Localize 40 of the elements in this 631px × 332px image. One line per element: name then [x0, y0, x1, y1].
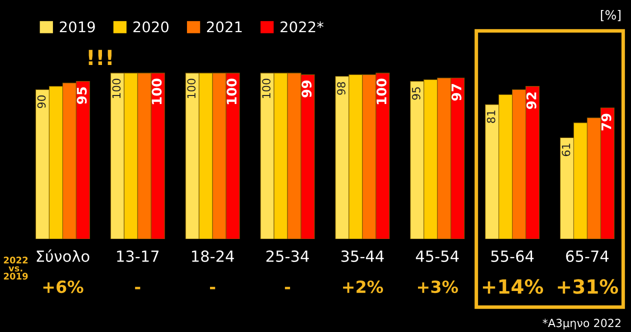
legend-label: 2021 — [206, 21, 242, 32]
x-tick-label: 35-44 — [341, 250, 384, 262]
data-label: 100 — [152, 78, 162, 104]
data-label: 100 — [226, 78, 237, 104]
data-label: 61 — [562, 144, 570, 156]
x-tick-label: 55-64 — [491, 250, 534, 262]
legend-label: 2019 — [60, 21, 95, 32]
x-tick-label: 65-74 — [566, 250, 609, 262]
x-tick-label: 18-24 — [192, 250, 234, 262]
data-label: 100 — [262, 78, 270, 98]
text: - — [135, 286, 140, 290]
text: - — [210, 286, 216, 290]
text: *Α3μηνο 2022 — [542, 318, 620, 330]
data-label: 97 — [451, 84, 462, 101]
text: !!! — [88, 50, 112, 66]
data-label: 100 — [376, 78, 386, 104]
legend-label: 2022* — [280, 21, 324, 32]
text: +14% — [482, 279, 544, 294]
data-label: 100 — [112, 78, 121, 98]
x-tick-label: 13-17 — [117, 250, 159, 262]
text: 2022 vs. 2019 — [4, 256, 28, 280]
data-label: 95 — [412, 87, 420, 100]
data-label: 98 — [337, 82, 346, 95]
data-label: 81 — [486, 110, 496, 123]
text: [%] — [600, 10, 620, 22]
data-label: 79 — [601, 114, 612, 130]
x-tick-label: 45-54 — [416, 250, 459, 262]
data-label: 99 — [302, 80, 312, 98]
data-label: 92 — [526, 92, 536, 109]
text: - — [284, 286, 290, 290]
text: +6% — [43, 280, 84, 294]
text: +2% — [343, 280, 384, 294]
text: +3% — [418, 280, 458, 294]
text: +31% — [558, 279, 618, 294]
legend-label: 2020 — [133, 21, 168, 32]
x-tick-label: Σύνολο — [36, 250, 90, 262]
x-tick-label: 25-34 — [266, 250, 309, 262]
data-label: 95 — [76, 87, 87, 104]
data-label: 100 — [187, 78, 196, 98]
data-label: 90 — [37, 95, 46, 108]
